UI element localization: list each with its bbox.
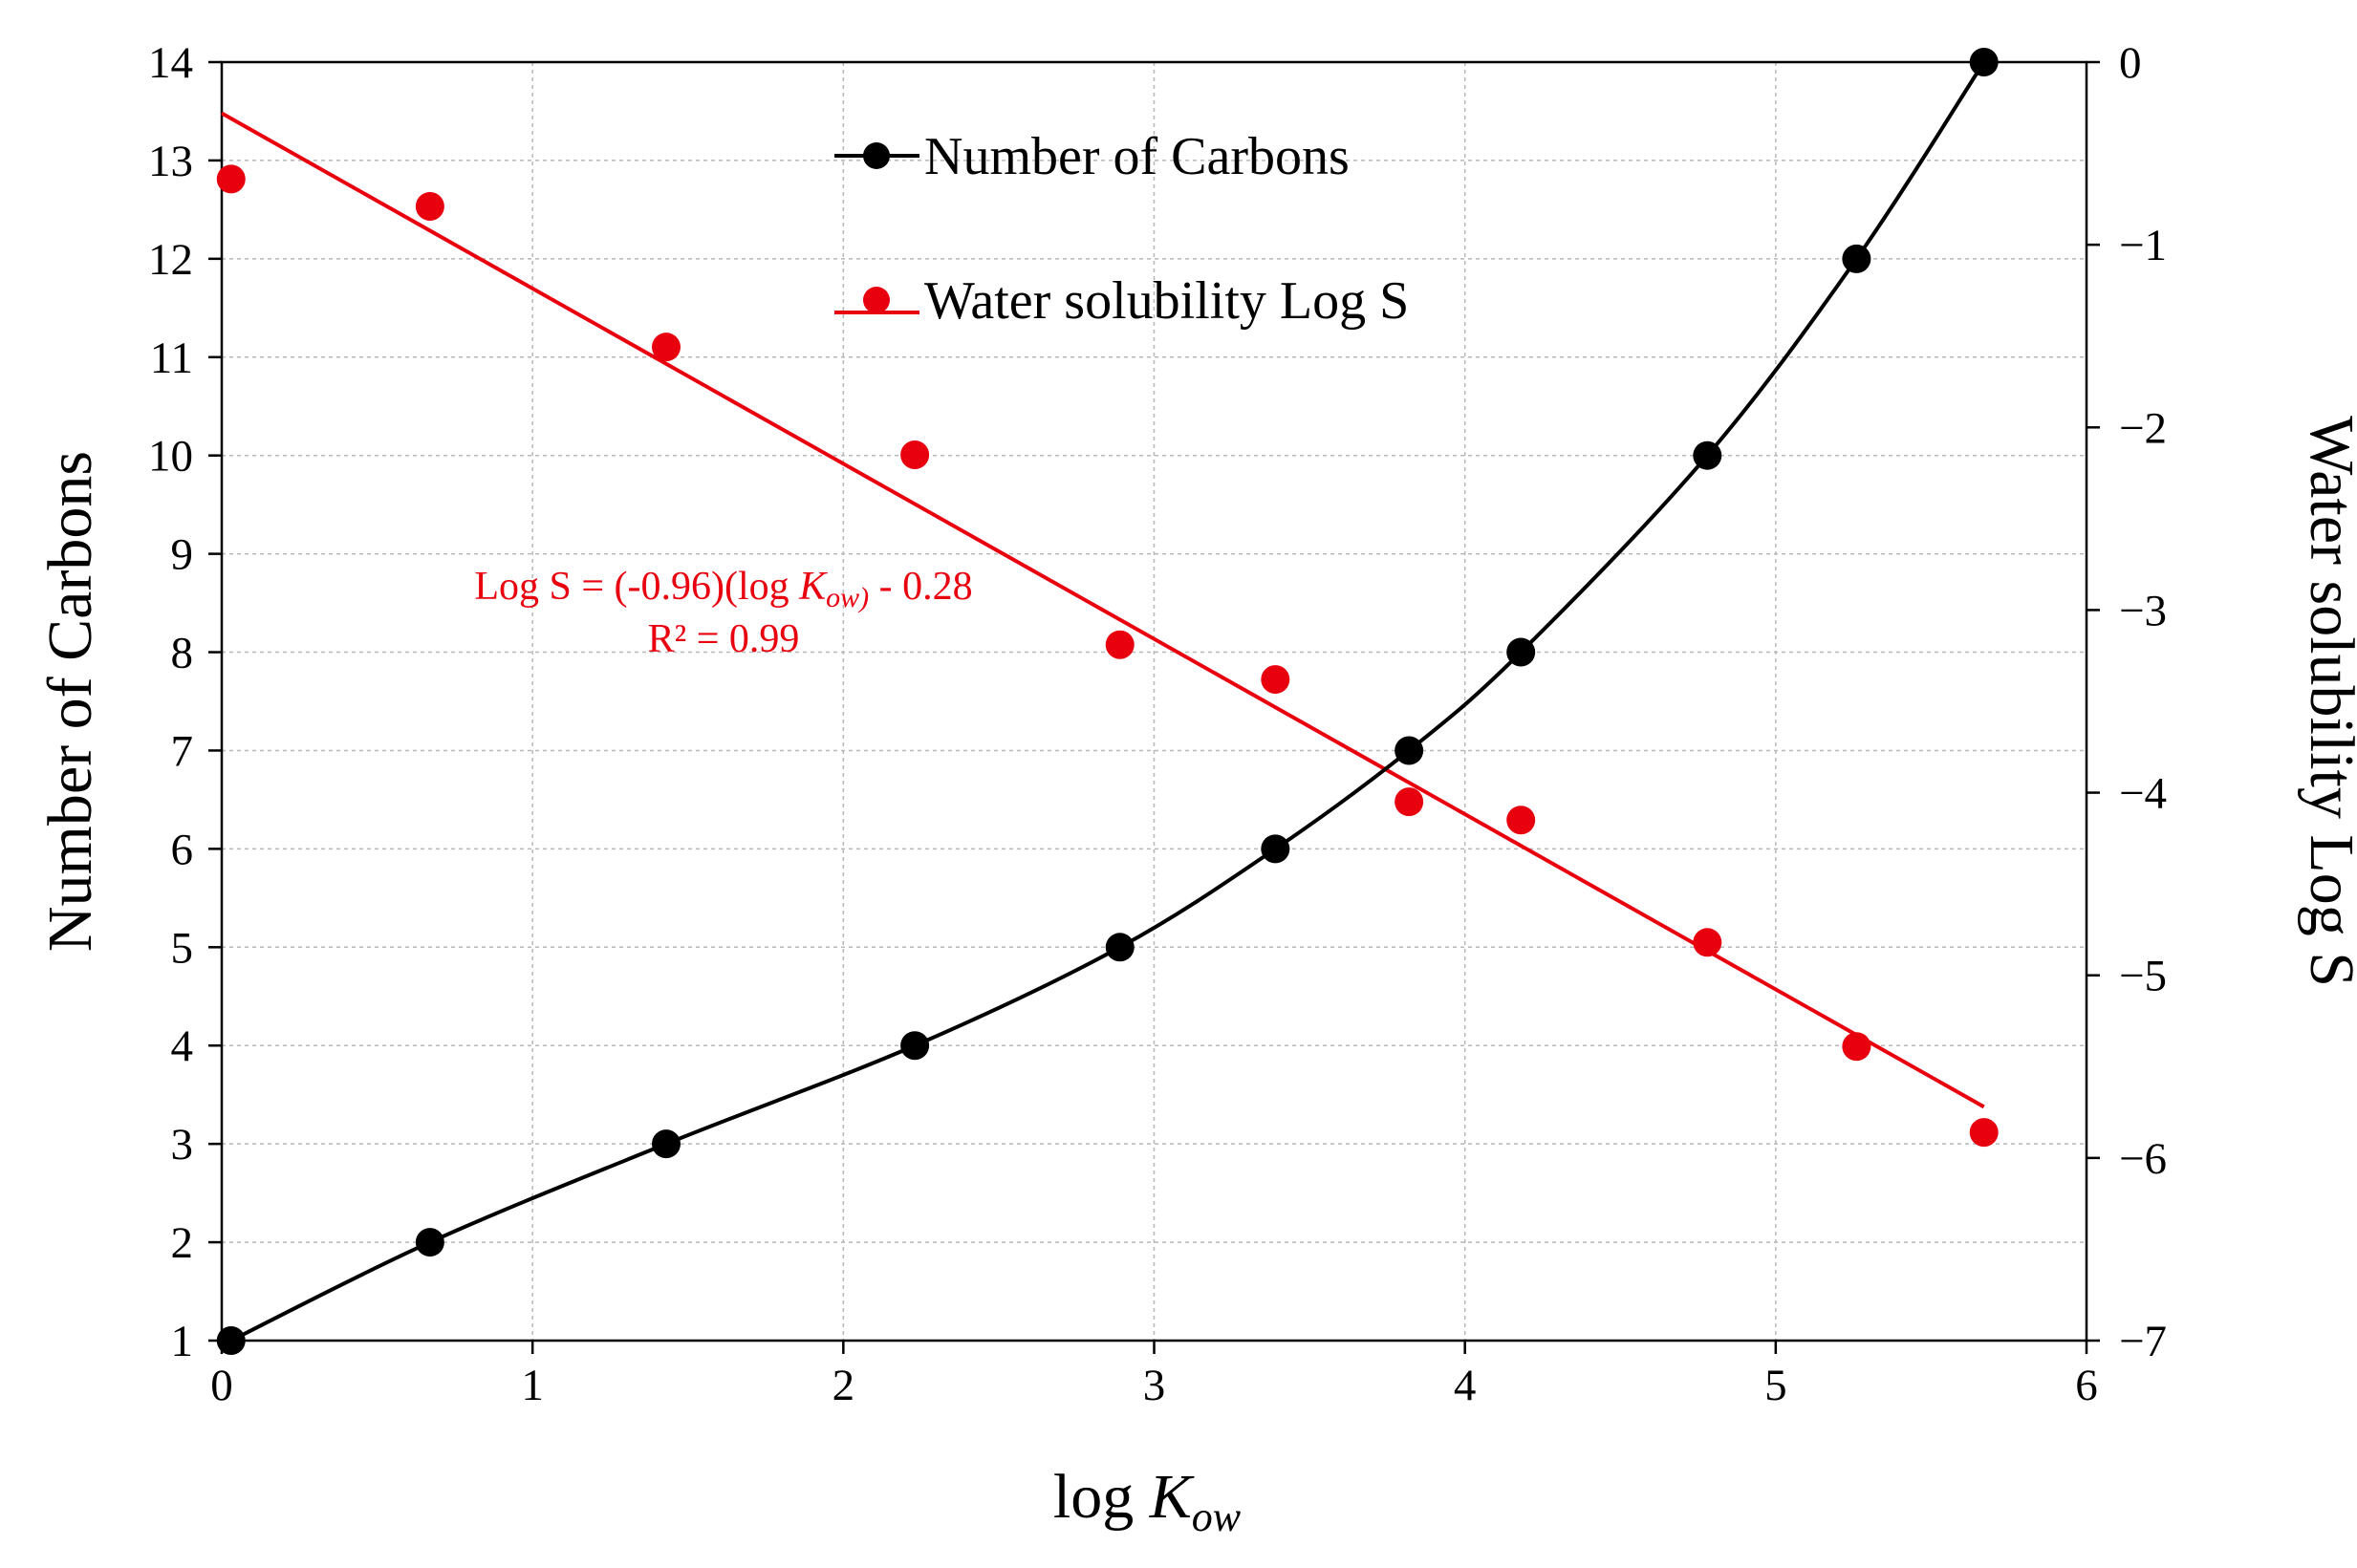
red-series-group bbox=[216, 111, 1999, 1148]
carbons-point bbox=[415, 1228, 444, 1257]
gridlines bbox=[222, 62, 2087, 1341]
solubility-point bbox=[1105, 630, 1135, 659]
y-left-tick-label: 9 bbox=[171, 530, 194, 580]
y-axis-left-title: Number of Carbons bbox=[35, 451, 105, 952]
solubility-point bbox=[1506, 805, 1536, 835]
x-tick-label: 4 bbox=[1454, 1361, 1477, 1410]
carbons-point bbox=[1842, 244, 1871, 273]
y-left-tick-label: 4 bbox=[171, 1021, 194, 1071]
y-left-tick-label: 7 bbox=[171, 726, 194, 776]
y-right-tick-label: −6 bbox=[2119, 1134, 2167, 1184]
r-squared: R² = 0.99 bbox=[648, 617, 800, 661]
y-left-tick-label: 12 bbox=[148, 235, 193, 285]
y-axis-right-title: Water solubility Log S bbox=[2297, 416, 2357, 987]
y-right-tick-label: −2 bbox=[2119, 403, 2167, 453]
y-right-tick-label: −5 bbox=[2119, 952, 2167, 1001]
trendline-equation: Log S = (-0.96)(log Kow) - 0.28 bbox=[474, 565, 972, 613]
solubility-point bbox=[651, 333, 681, 362]
x-tick-label: 0 bbox=[210, 1361, 233, 1410]
y-left-tick-label: 10 bbox=[148, 432, 193, 482]
legend: Number of Carbons Water solubility Log S bbox=[834, 127, 1409, 331]
y-left-tick-label: 1 bbox=[171, 1317, 194, 1366]
carbons-point bbox=[216, 1326, 246, 1355]
y-right-tick-label: −1 bbox=[2119, 221, 2167, 270]
axis-ticks bbox=[208, 60, 2100, 1354]
legend-red-marker bbox=[863, 287, 890, 313]
solubility-point bbox=[1261, 665, 1290, 695]
solubility-point bbox=[216, 164, 246, 194]
carbons-point bbox=[1506, 637, 1536, 667]
y-left-tick-label: 3 bbox=[171, 1120, 194, 1170]
carbons-point bbox=[651, 1129, 681, 1159]
y-left-tick-label: 14 bbox=[148, 38, 193, 88]
carbons-point bbox=[1105, 933, 1135, 962]
solubility-point bbox=[415, 192, 444, 222]
y-left-tick-label: 2 bbox=[171, 1218, 194, 1268]
y-right-tick-label: −3 bbox=[2119, 586, 2167, 635]
y-left-tick-label: 13 bbox=[148, 137, 193, 186]
y-left-tick-label: 11 bbox=[150, 333, 193, 383]
black-series-group bbox=[216, 48, 1999, 1355]
y-right-tick-label: −4 bbox=[2119, 769, 2167, 819]
x-axis-title: log Kow bbox=[1053, 1462, 1242, 1540]
solubility-point bbox=[1395, 787, 1424, 817]
legend-black-marker bbox=[863, 142, 890, 169]
legend-label-solubility: Water solubility Log S bbox=[924, 271, 1409, 331]
legend-label-carbons: Number of Carbons bbox=[924, 127, 1350, 186]
x-tick-label: 1 bbox=[521, 1361, 544, 1410]
carbons-point bbox=[1261, 834, 1290, 864]
carbons-point bbox=[1395, 736, 1424, 765]
y-right-tick-label: 0 bbox=[2119, 38, 2142, 88]
x-tick-label: 3 bbox=[1143, 1361, 1166, 1410]
carbons-point bbox=[1969, 48, 1999, 76]
carbons-point bbox=[900, 1031, 930, 1061]
x-tick-label: 6 bbox=[2075, 1361, 2098, 1410]
solubility-trendline bbox=[221, 111, 1985, 1109]
solubility-point bbox=[1693, 928, 1722, 957]
x-tick-label: 5 bbox=[1764, 1361, 1787, 1410]
solubility-point bbox=[1969, 1118, 1999, 1148]
y-left-tick-label: 8 bbox=[171, 629, 194, 678]
y-right-tick-label: −7 bbox=[2119, 1317, 2167, 1366]
carbons-point bbox=[1693, 440, 1722, 470]
y-left-tick-label: 5 bbox=[171, 923, 194, 973]
solubility-point bbox=[900, 440, 930, 469]
x-tick-label: 2 bbox=[833, 1361, 855, 1410]
solubility-point bbox=[1842, 1032, 1871, 1062]
y-left-tick-label: 6 bbox=[171, 825, 194, 874]
